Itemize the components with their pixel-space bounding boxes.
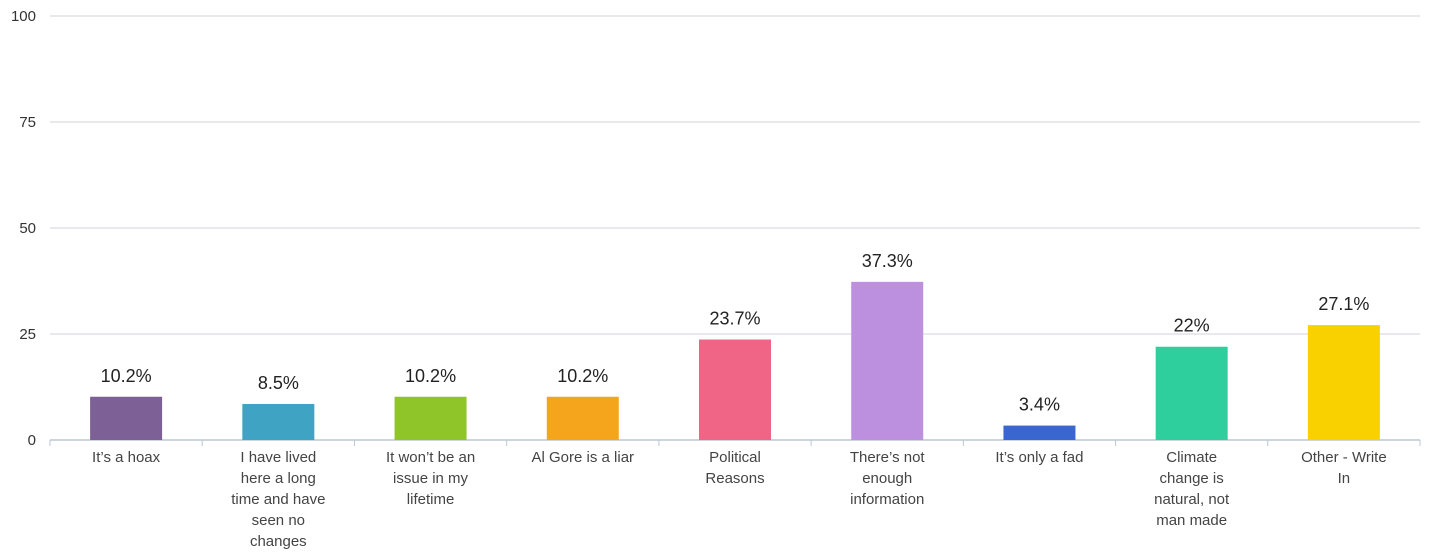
x-tick-label-line: seen no	[252, 512, 305, 529]
data-label: 8.5%	[258, 373, 299, 393]
y-tick-label: 75	[19, 114, 36, 131]
x-tick-label-line: It won’t be an	[386, 449, 475, 466]
x-tick-label: It’s a hoax	[92, 449, 161, 466]
x-tick-label-line: Climate	[1166, 449, 1217, 466]
data-label: 27.1%	[1318, 294, 1369, 314]
x-tick-label-line: here a long	[241, 470, 316, 487]
bar	[242, 403, 315, 440]
x-tick-label-line: issue in my	[393, 470, 469, 487]
x-tick-label-line: enough	[862, 470, 912, 487]
y-tick-label: 100	[11, 8, 36, 25]
x-tick-label-line: change is	[1160, 470, 1224, 487]
bar	[699, 339, 771, 440]
data-label: 10.2%	[101, 366, 152, 386]
x-tick-label-line: Other - Write	[1301, 449, 1387, 466]
x-tick-label: There’s not enough information	[850, 449, 926, 508]
bar	[1155, 346, 1228, 440]
y-tick-label: 0	[28, 432, 36, 449]
x-tick-label-line: Al Gore is a liar	[532, 449, 635, 466]
x-tick-label-line: I have lived	[240, 449, 316, 466]
x-tick-label-line: There’s not	[850, 449, 926, 466]
data-label: 10.2%	[557, 366, 608, 386]
x-tick-label: Climate change is natural, not man made	[1154, 449, 1230, 529]
bar	[90, 396, 163, 440]
x-tick-label-line: It’s only a fad	[995, 449, 1083, 466]
x-tick-label-line: time and have	[231, 491, 325, 508]
y-tick-label: 50	[19, 220, 36, 237]
x-tick-label-line: changes	[250, 533, 307, 550]
data-labels: 10.2% 8.5% 10.2% 10.2% 23.7% 37.3% 3.4% 22% 27.1…	[101, 251, 1370, 415]
data-label: 10.2%	[405, 366, 456, 386]
bar	[1307, 325, 1380, 440]
x-tick-label-line: lifetime	[407, 491, 455, 508]
x-tick-label-line: Reasons	[705, 470, 764, 487]
bars	[90, 281, 1380, 440]
bar	[546, 396, 619, 440]
x-tick-label-line: Political	[709, 449, 761, 466]
x-tick-label: I have lived here a long time and have seen…	[231, 449, 325, 550]
x-tick-label: Other - Write In	[1301, 449, 1387, 487]
x-tick-label-line: It’s a hoax	[92, 449, 161, 466]
x-tick-label-line: information	[850, 491, 924, 508]
data-label: 37.3%	[862, 251, 913, 271]
y-axis-tick-labels: 0 25 50 75 100	[11, 8, 36, 449]
bar	[394, 396, 467, 440]
data-label: 22%	[1174, 316, 1210, 336]
x-tick-label: Al Gore is a liar	[532, 449, 635, 466]
data-label: 3.4%	[1019, 395, 1060, 415]
bar	[851, 281, 924, 440]
x-tick-label-line: man made	[1156, 512, 1227, 529]
x-tick-label-line: natural, not	[1154, 491, 1230, 508]
x-tick-label-line: In	[1338, 470, 1351, 487]
x-axis-tick-labels: It’s a hoax I have lived here a long time a…	[92, 449, 1387, 550]
data-label: 23.7%	[709, 309, 760, 329]
x-tick-label: Political Reasons	[705, 449, 764, 487]
x-tick-label: It won’t be an issue in my lifetime	[386, 449, 475, 508]
x-tick-label: It’s only a fad	[995, 449, 1083, 466]
bar	[1003, 425, 1076, 440]
y-tick-label: 25	[19, 326, 36, 343]
